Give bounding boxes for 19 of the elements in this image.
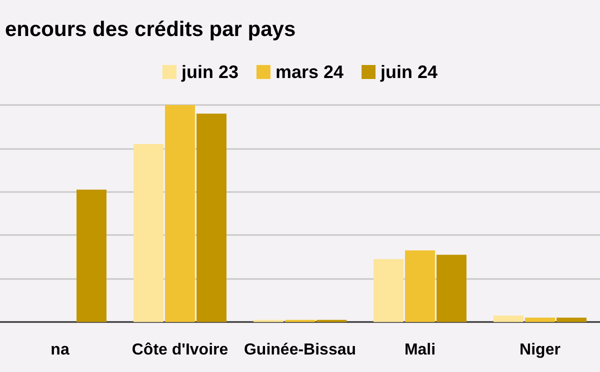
chart-title: encours des crédits par pays (5, 18, 296, 41)
bar (134, 144, 164, 322)
bar (405, 250, 435, 322)
legend-label: mars 24 (275, 62, 344, 82)
bar (165, 105, 195, 322)
x-tick-label: Côte d'Ivoire (132, 342, 228, 358)
bar (436, 254, 466, 322)
legend-label: juin 24 (380, 62, 438, 82)
x-tick-label: Niger (520, 342, 560, 358)
bar (76, 190, 106, 322)
x-tick-label: Mali (404, 342, 436, 358)
bar (374, 259, 404, 322)
x-tick-label: na (50, 342, 70, 358)
bar (556, 318, 586, 322)
bar (494, 315, 524, 322)
bar (525, 318, 555, 322)
bar (196, 114, 226, 322)
legend-label: juin 23 (180, 62, 238, 82)
x-tick-label: Guinée-Bissau (244, 342, 356, 358)
